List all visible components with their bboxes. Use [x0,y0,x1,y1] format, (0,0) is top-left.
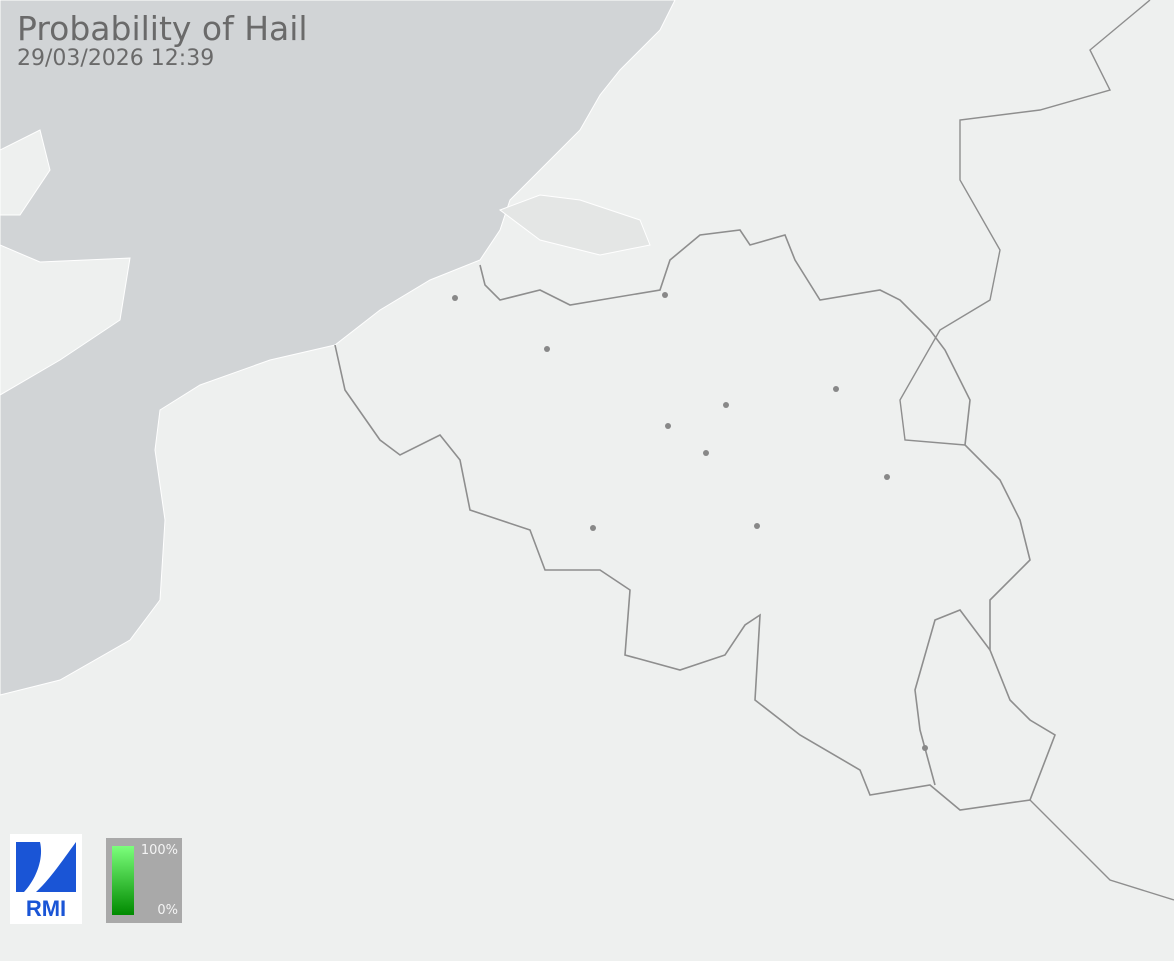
legend-max-label: 100% [140,843,178,858]
france-germany-border [1029,799,1174,901]
legend-color-bar [112,846,134,915]
england-land-north [0,129,51,216]
map-timestamp: 29/03/2026 12:39 [17,46,215,71]
belgium-border [334,229,1056,811]
city-marker [884,474,890,480]
city-marker [703,450,709,456]
city-markers [452,292,928,751]
rmi-logo-icon [16,842,76,892]
city-marker [754,523,760,529]
legend-min-label: 0% [157,903,178,918]
germany-border [899,0,1151,446]
rmi-logo-text: RMI [25,896,67,921]
city-marker [723,402,729,408]
city-marker [665,423,671,429]
luxembourg-border [914,609,991,786]
city-marker [833,386,839,392]
city-marker [590,525,596,531]
city-marker [544,346,550,352]
rmi-logo: RMI [10,834,82,924]
city-marker [922,745,928,751]
sea [0,0,676,696]
probability-legend: 100% 0% [106,838,182,923]
zeeland-islands [498,194,651,256]
city-marker [662,292,668,298]
city-marker [452,295,458,301]
map-title: Probability of Hail [17,9,308,48]
england-land [0,244,131,396]
